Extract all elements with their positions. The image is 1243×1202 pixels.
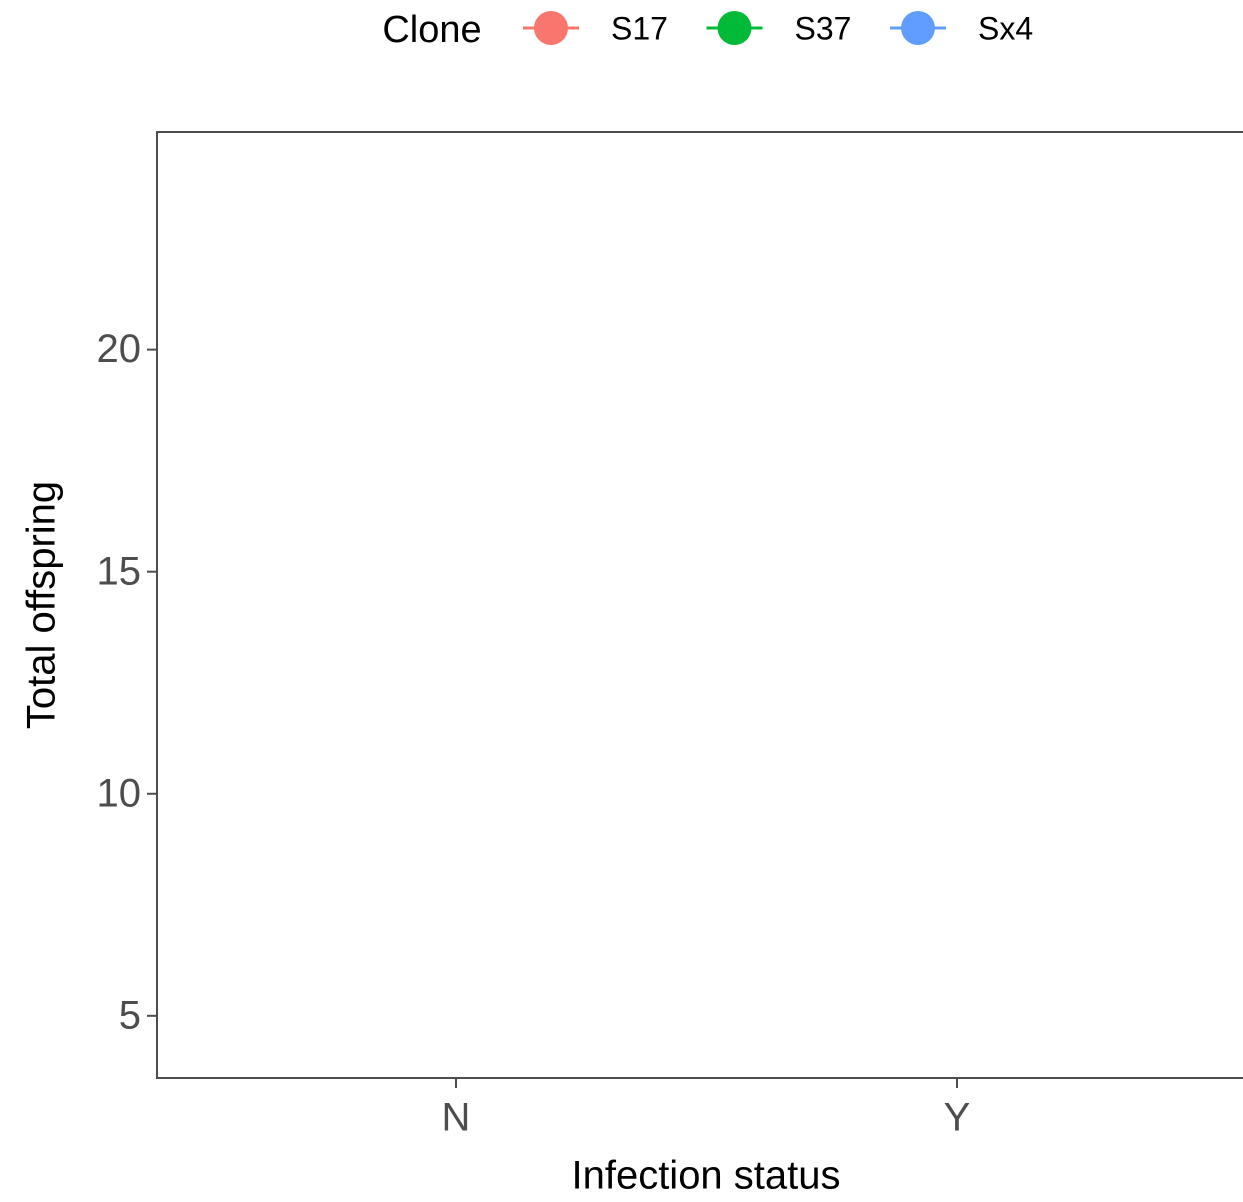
legend-label: S17	[611, 10, 668, 46]
y-tick-label: 15	[97, 549, 142, 593]
x-tick-label: N	[442, 1096, 471, 1140]
legend-marker	[534, 11, 568, 45]
x-axis-title: Infection status	[571, 1154, 840, 1198]
plot-frame	[156, 131, 1243, 1079]
legend-marker	[717, 11, 752, 45]
y-tick-label: 5	[119, 993, 141, 1037]
legend-title: Clone	[382, 9, 481, 51]
legend-marker	[901, 11, 935, 45]
y-tick-label: 10	[97, 771, 142, 815]
y-axis-title: Total offspring	[20, 481, 64, 729]
legend-label: S37	[795, 10, 852, 46]
legend-label: Sx4	[978, 10, 1033, 46]
y-tick-label: 20	[97, 327, 142, 371]
x-tick-label: Y	[944, 1096, 971, 1140]
